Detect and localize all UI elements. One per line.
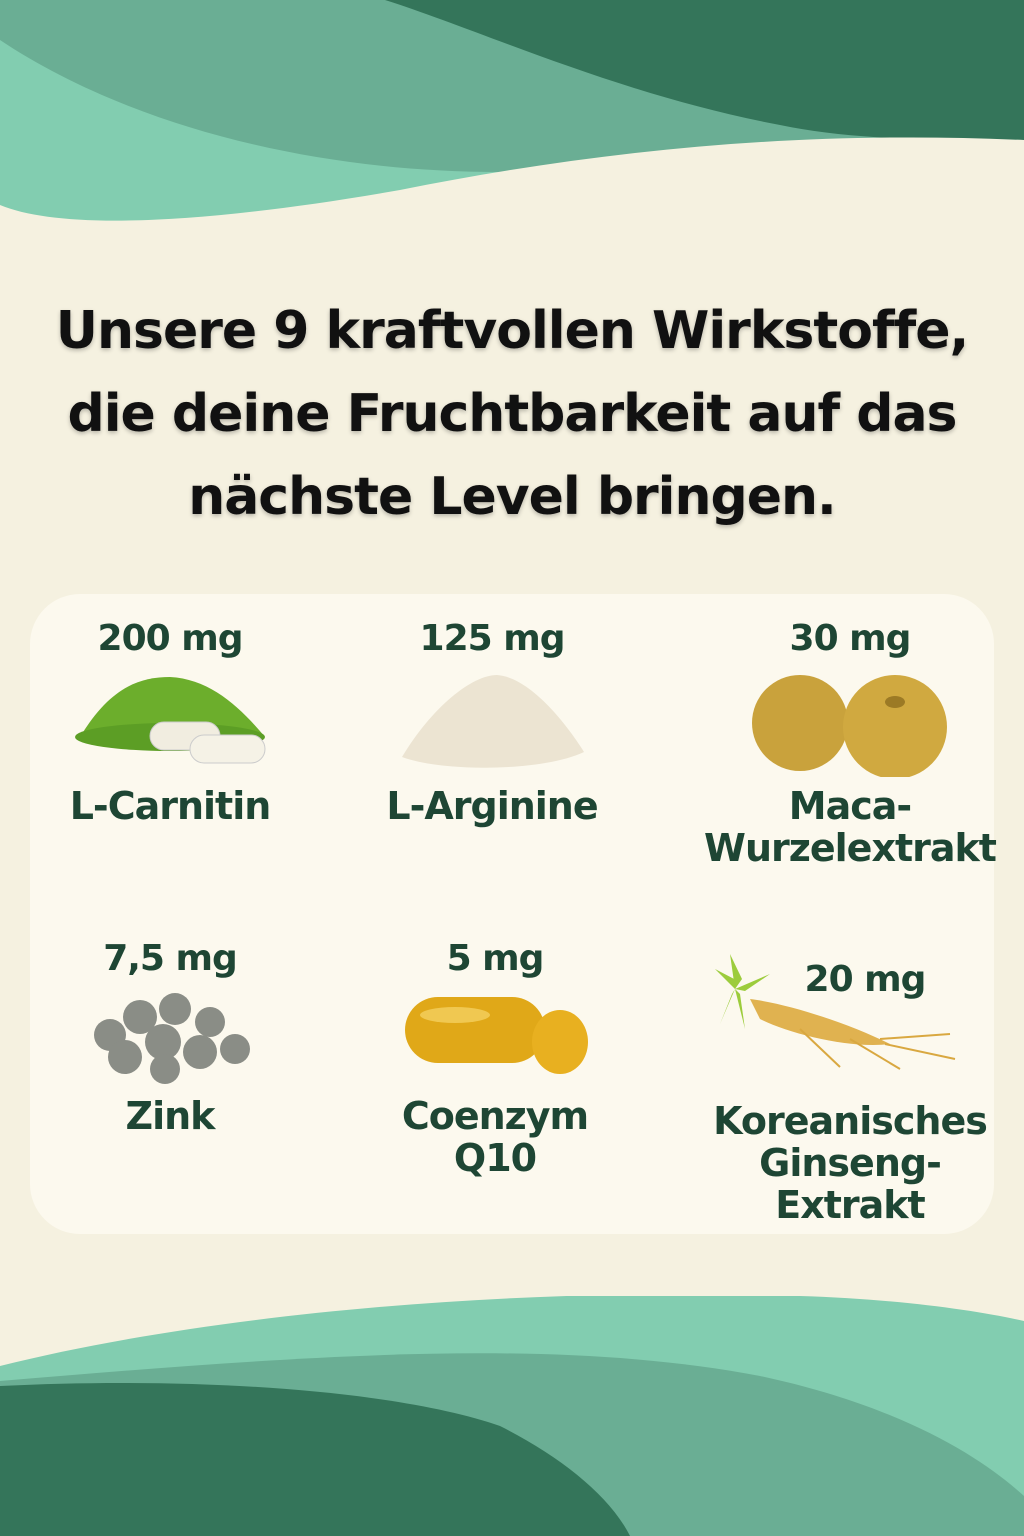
ingredients-card: 200 mg L-Carnitin 125 mg L-Arginine 30 m… <box>30 594 997 1234</box>
maca-root-icon <box>752 675 947 777</box>
ingredient-name: Zink <box>125 1094 216 1138</box>
white-powder-icon <box>402 675 584 768</box>
ingredient-dose: 30 mg <box>789 618 912 659</box>
green-powder-capsules-icon <box>75 677 266 764</box>
top-wave-decoration <box>0 0 1024 240</box>
ingredient-dose: 5 mg <box>446 938 545 979</box>
ingredient-dose: 125 mg <box>419 618 566 659</box>
ginseng-root-icon <box>715 954 956 1070</box>
ingredient-name: Coenzym Q10 <box>401 1094 589 1180</box>
ingredient-l-arginine: 125 mg L-Arginine <box>332 618 652 827</box>
headline-line-2: die deine Fruchtbarkeit auf das <box>67 384 958 444</box>
ingredient-dose: 7,5 mg <box>103 938 238 979</box>
ingredient-ginseng: 20 mg Koreanisches Ginseng- Extrakt <box>690 954 1010 1227</box>
ingredient-name: L-Arginine <box>386 784 598 828</box>
softgel-capsules-icon <box>405 997 588 1074</box>
ingredient-name: Koreanisches Ginseng- Extrakt <box>713 1099 988 1227</box>
ingredient-name: Maca- Wurzelextrakt <box>704 784 997 870</box>
ingredient-name: L-Carnitin <box>69 784 272 828</box>
ingredient-coenzym-q10: 5 mg Coenzym Q10 <box>335 938 655 1179</box>
headline-line-1: Unsere 9 kraftvollen Wirkstoffe, <box>55 301 969 361</box>
bottom-wave-decoration <box>0 1296 1024 1536</box>
ingredient-dose: 20 mg <box>804 959 927 1000</box>
ingredient-zink: 7,5 mg Zink <box>10 938 330 1137</box>
ingredient-maca: 30 mg Maca- Wurzelextrakt <box>690 618 1010 869</box>
ingredient-dose: 200 mg <box>97 618 244 659</box>
ingredient-l-carnitin: 200 mg L-Carnitin <box>10 618 330 827</box>
headline-line-3: nächste Level bringen. <box>188 467 837 527</box>
headline: Unsere 9 kraftvollen Wirkstoffe, die dei… <box>0 290 1024 539</box>
zinc-pellets-icon <box>94 993 250 1084</box>
